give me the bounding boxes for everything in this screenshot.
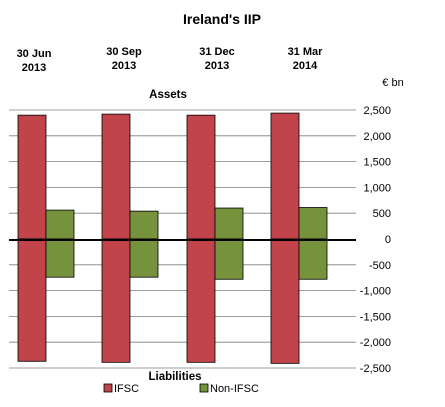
y-tick-label: -1,000 bbox=[360, 286, 391, 298]
period-label-2-line-2: 2013 bbox=[112, 60, 136, 72]
period-labels: 30 Jun 2013 30 Sep 2013 31 Dec 2013 31 M… bbox=[17, 46, 324, 74]
bar-non-ifsc-liabilities bbox=[214, 238, 244, 280]
bar-ifsc-liabilities bbox=[270, 238, 300, 364]
y-tick-label: 0 bbox=[385, 234, 391, 246]
period-label-3-line-1: 31 Dec bbox=[199, 46, 234, 58]
bars bbox=[17, 112, 328, 364]
y-axis: 2,500 2,000 1,500 1,000 500 0 -500 -1,000 -1,500… bbox=[360, 105, 391, 375]
liabilities-label: Liabilities bbox=[148, 371, 201, 383]
y-tick-label: -2,000 bbox=[360, 337, 391, 349]
period-label-3-line-2: 2013 bbox=[205, 60, 229, 72]
y-tick-label: -2,500 bbox=[360, 363, 391, 375]
bar-non-ifsc-liabilities bbox=[129, 238, 159, 278]
bar-ifsc-assets bbox=[17, 114, 47, 240]
assets-label: Assets bbox=[149, 89, 187, 101]
y-tick-label: 2,000 bbox=[363, 131, 391, 143]
y-tick-label: -1,500 bbox=[360, 311, 391, 323]
period-label-1-line-2: 2013 bbox=[22, 62, 46, 74]
legend-label-non-ifsc: Non-IFSC bbox=[210, 383, 259, 395]
bar-ifsc-assets bbox=[270, 112, 300, 240]
period-label-4-line-1: 31 Mar bbox=[288, 46, 324, 58]
chart-title: Ireland's IIP bbox=[183, 11, 261, 27]
bar-non-ifsc-liabilities bbox=[45, 238, 75, 278]
bar-non-ifsc-assets bbox=[298, 207, 328, 240]
period-label-4-line-2: 2014 bbox=[293, 60, 318, 72]
legend-swatch-ifsc bbox=[103, 383, 113, 393]
y-tick-label: -500 bbox=[369, 260, 391, 272]
y-tick-label: 1,500 bbox=[363, 157, 391, 169]
unit-label: € bn bbox=[382, 77, 403, 89]
bar-non-ifsc-liabilities bbox=[298, 238, 328, 280]
legend-swatch-non-ifsc bbox=[199, 383, 209, 393]
bar-ifsc-liabilities bbox=[186, 238, 216, 363]
bar-ifsc-liabilities bbox=[101, 238, 131, 363]
period-label-2-line-1: 30 Sep bbox=[106, 46, 142, 58]
bar-ifsc-assets bbox=[186, 114, 216, 240]
legend-label-ifsc: IFSC bbox=[114, 383, 139, 395]
legend: IFSC Non-IFSC bbox=[103, 383, 259, 395]
bar-ifsc-assets bbox=[101, 113, 131, 240]
bar-non-ifsc-assets bbox=[214, 207, 244, 240]
period-label-1-line-1: 30 Jun bbox=[17, 48, 52, 60]
y-tick-label: 2,500 bbox=[363, 105, 391, 117]
bar-non-ifsc-assets bbox=[45, 209, 75, 240]
bar-non-ifsc-assets bbox=[129, 210, 159, 240]
y-tick-label: 1,000 bbox=[363, 182, 391, 194]
bar-ifsc-liabilities bbox=[17, 238, 47, 362]
y-tick-label: 500 bbox=[373, 208, 391, 220]
